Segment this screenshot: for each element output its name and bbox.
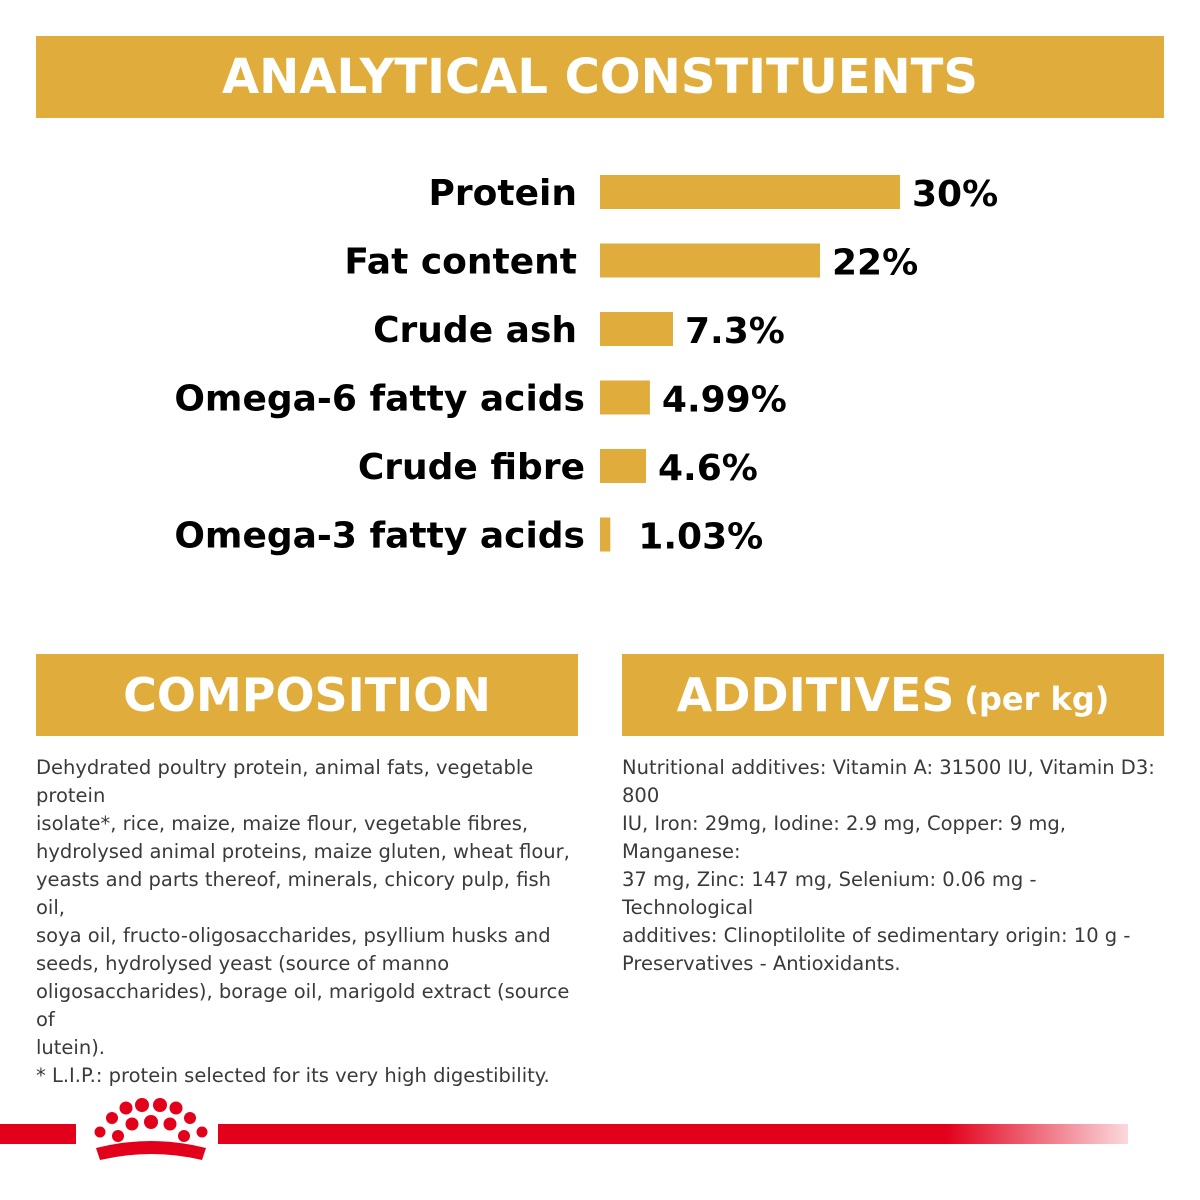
composition-line: oligosaccharides), borage oil, marigold …	[36, 980, 570, 1031]
composition-footnote: * L.I.P.: protein selected for its very …	[36, 1064, 550, 1087]
crown-logo-icon	[94, 1098, 208, 1160]
composition-line: Dehydrated poultry protein, animal fats,…	[36, 756, 534, 807]
constituents-bar-chart: Protein 30% Fat content 22% Crude ash 7.3% Ome…	[174, 173, 998, 558]
additives-text: Nutritional additives: Vitamin A: 31500 …	[622, 754, 1170, 978]
category-label: Omega-3 fatty acids	[174, 516, 585, 557]
analytical-constituents-title: ANALYTICAL CONSTITUENTS	[222, 49, 978, 105]
category-label: Protein	[429, 173, 577, 214]
bar	[600, 380, 650, 415]
category-label: Crude fibre	[358, 447, 585, 488]
footer-red-line-left	[0, 1124, 76, 1144]
bar	[600, 517, 611, 552]
value-label: 1.03%	[638, 517, 763, 558]
value-label: 4.6%	[658, 448, 758, 489]
value-label: 7.3%	[685, 311, 785, 352]
composition-line: yeasts and parts thereof, minerals, chic…	[36, 868, 552, 919]
bar	[600, 449, 646, 483]
additives-line: additives: Clinoptilolite of sedimentary…	[622, 924, 1131, 947]
additives-banner: ADDITIVES (per kg)	[622, 654, 1164, 736]
composition-title: COMPOSITION	[123, 668, 491, 722]
category-label: Omega-6 fatty acids	[174, 379, 585, 420]
analytical-constituents-banner: ANALYTICAL CONSTITUENTS	[36, 36, 1164, 118]
composition-line: isolate*, rice, maize, maize flour, vege…	[36, 812, 529, 835]
additives-line: IU, Iron: 29mg, Iodine: 2.9 mg, Copper: …	[622, 812, 1066, 863]
category-label: Crude ash	[373, 310, 577, 351]
bar	[600, 312, 673, 346]
value-label: 4.99%	[662, 380, 787, 421]
composition-line: seeds, hydrolysed yeast (source of manno	[36, 952, 450, 975]
additives-line: 37 mg, Zinc: 147 mg, Selenium: 0.06 mg -…	[622, 868, 1037, 919]
bar	[600, 175, 900, 209]
composition-line: lutein).	[36, 1036, 106, 1059]
composition-text: Dehydrated poultry protein, animal fats,…	[36, 754, 584, 1090]
composition-line: soya oil, fructo-oligosaccharides, psyll…	[36, 924, 551, 947]
additives-line: Preservatives - Antioxidants.	[622, 952, 901, 975]
bar	[600, 243, 820, 278]
footer-red-line-right	[218, 1124, 1128, 1144]
additives-subtitle: (per kg)	[964, 680, 1110, 718]
category-label: Fat content	[344, 242, 577, 283]
additives-line: Nutritional additives: Vitamin A: 31500 …	[622, 756, 1155, 807]
composition-banner: COMPOSITION	[36, 654, 578, 736]
value-label: 30%	[912, 174, 998, 215]
composition-line: hydrolysed animal proteins, maize gluten…	[36, 840, 570, 863]
value-label: 22%	[832, 243, 918, 284]
additives-title: ADDITIVES	[676, 668, 955, 722]
